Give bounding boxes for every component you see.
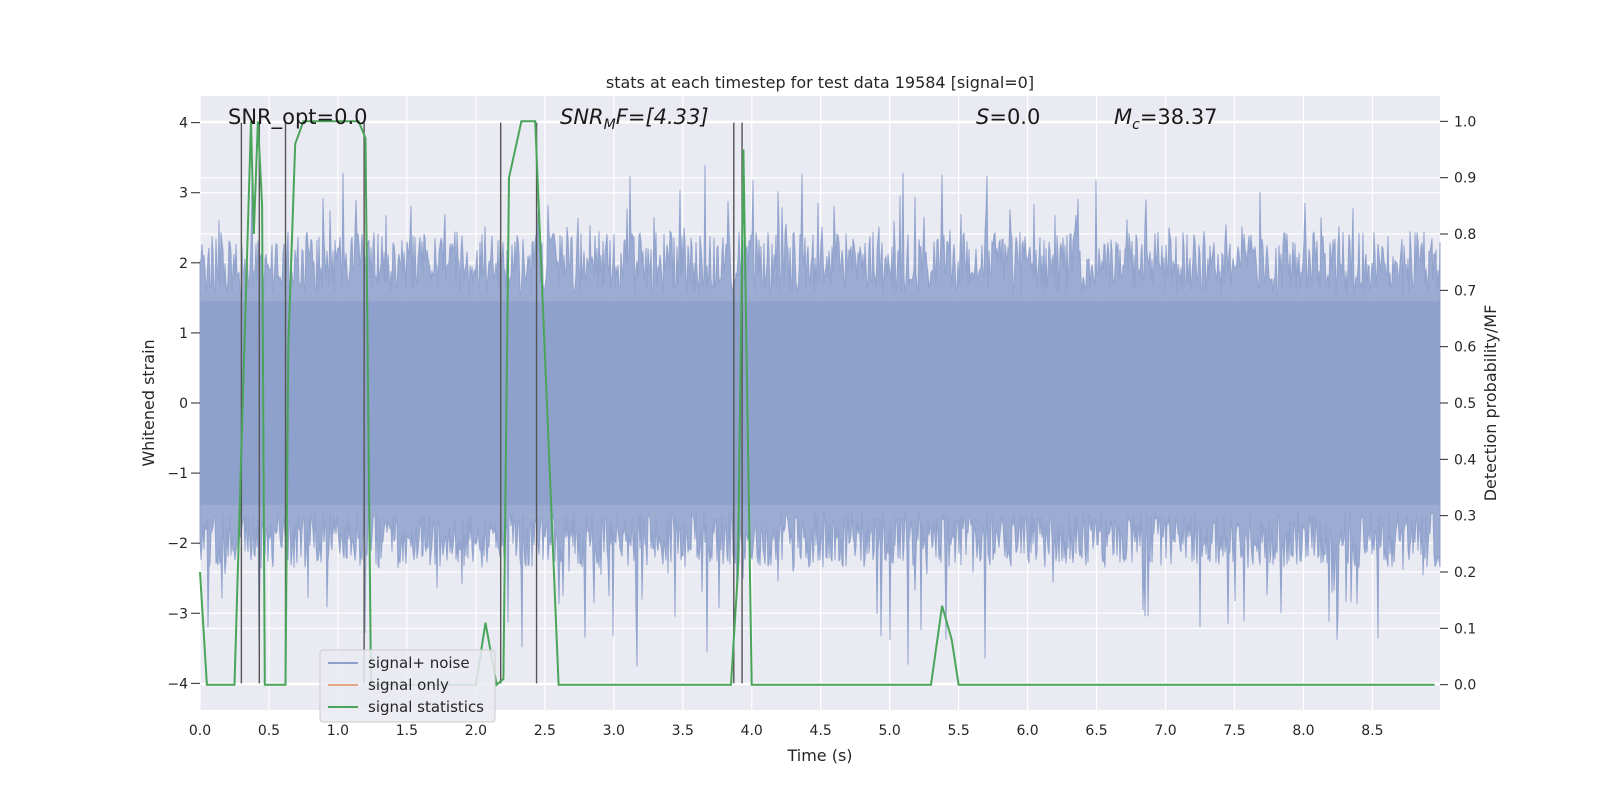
y-right-tick-label-2: 0.8 <box>1454 227 1476 243</box>
x-tick-label-14: 7.0 <box>1154 723 1176 739</box>
y-axis-label-right: Detection probability/MF <box>1481 305 1500 502</box>
chart-title: stats at each timestep for test data 195… <box>606 73 1034 92</box>
x-axis-label: Time (s) <box>786 746 852 765</box>
x-tick-label-13: 6.5 <box>1085 723 1107 739</box>
y-left-tick-label-5: −1 <box>167 466 188 482</box>
x-tick-label-4: 2.0 <box>465 723 487 739</box>
snr-mf-main: SNR <box>560 105 604 129</box>
y-right-tick-label-0: 1.0 <box>1454 114 1476 130</box>
x-tick-label-12: 6.0 <box>1016 723 1038 739</box>
y-left-tick-label-3: 1 <box>179 326 188 342</box>
y-left-tick-labels: 4 3 2 1 0 −1 −2 −3 −4 <box>167 116 200 692</box>
x-tick-label-1: 0.5 <box>258 723 280 739</box>
y-left-tick-label-2: 2 <box>179 256 188 272</box>
x-tick-label-3: 1.5 <box>396 723 418 739</box>
y-right-tick-labels: 1.0 0.9 0.8 0.7 0.6 0.5 0.4 0.3 0.2 0.1 0.0 <box>1440 114 1476 694</box>
series-signal-statistics <box>199 120 1435 687</box>
y-left-tick-label-4: 0 <box>179 396 188 412</box>
mc-rest: =38.37 <box>1140 105 1218 129</box>
y-right-tick-label-5: 0.5 <box>1454 396 1476 412</box>
y-left-tick-label-7: −3 <box>167 606 188 622</box>
x-tick-label-17: 8.5 <box>1361 723 1383 739</box>
series-signal-noise <box>199 165 1441 667</box>
signal-noise-core <box>200 301 1440 505</box>
y-left-tick-label-0: 4 <box>179 116 188 132</box>
x-tick-label-6: 3.0 <box>603 723 625 739</box>
s-main: S <box>976 105 989 129</box>
annotation-s: S=0.0 <box>976 105 1040 129</box>
y-right-tick-label-9: 0.1 <box>1454 621 1476 637</box>
mc-sub: c <box>1132 117 1140 133</box>
y-right-tick-label-4: 0.6 <box>1454 340 1476 356</box>
y-right-tick-label-3: 0.7 <box>1454 283 1476 299</box>
annotation-mc: Mc=38.37 <box>1114 105 1218 133</box>
y-right-tick-label-10: 0.0 <box>1454 678 1476 694</box>
x-tick-label-0: 0.0 <box>189 723 211 739</box>
x-tick-label-11: 5.5 <box>947 723 969 739</box>
s-rest: =0.0 <box>989 105 1040 129</box>
x-tick-labels: 0.0 0.5 1.0 1.5 2.0 2.5 3.0 3.5 4.0 4.5 5.0 5.5 6.0 6… <box>189 723 1384 739</box>
y-right-tick-label-8: 0.2 <box>1454 565 1476 581</box>
annotation-snr-opt: SNR_opt=0.0 <box>228 105 368 130</box>
y-right-tick-label-6: 0.4 <box>1454 452 1476 468</box>
mc-main: M <box>1114 105 1132 129</box>
x-tick-label-16: 8.0 <box>1292 723 1314 739</box>
x-tick-label-7: 3.5 <box>672 723 694 739</box>
legend-label-signal-statistics: signal statistics <box>368 698 484 716</box>
y-left-tick-label-1: 3 <box>179 186 188 202</box>
legend: signal+ noise signal only signal statist… <box>319 649 496 723</box>
legend-box <box>319 649 496 723</box>
x-tick-label-15: 7.5 <box>1223 723 1245 739</box>
x-tick-label-5: 2.5 <box>534 723 556 739</box>
y-left-tick-label-8: −4 <box>167 676 188 692</box>
legend-label-signal-noise: signal+ noise <box>368 654 470 672</box>
annotation-snr-mf: SNRMF=[4.33] <box>560 105 709 133</box>
y-left-tick-label-6: −2 <box>167 536 188 552</box>
signal-statistics-line <box>199 120 1435 687</box>
x-tick-label-2: 1.0 <box>327 723 349 739</box>
x-tick-label-9: 4.5 <box>810 723 832 739</box>
y-axis-label-left: Whitened strain <box>139 339 158 466</box>
vertical-markers <box>240 122 743 684</box>
y-right-tick-label-7: 0.3 <box>1454 509 1476 525</box>
legend-label-signal-only: signal only <box>368 676 449 694</box>
x-tick-label-10: 5.0 <box>879 723 901 739</box>
y-right-tick-label-1: 0.9 <box>1454 171 1476 187</box>
snr-mf-rest: F=[4.33] <box>616 105 709 129</box>
x-tick-label-8: 4.0 <box>741 723 763 739</box>
snr-mf-sub: M <box>604 117 616 133</box>
